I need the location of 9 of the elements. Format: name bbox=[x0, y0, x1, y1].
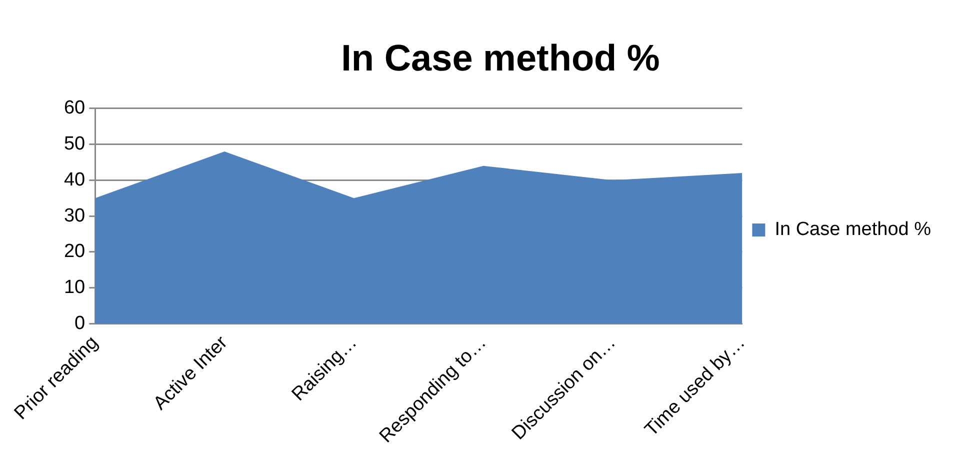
y-tick-label: 50 bbox=[64, 134, 86, 155]
y-tick-label: 60 bbox=[64, 98, 86, 119]
y-tick-label: 0 bbox=[74, 313, 86, 334]
y-tick-label: 30 bbox=[64, 205, 86, 226]
y-tick-label: 10 bbox=[64, 277, 86, 298]
legend-label: In Case method % bbox=[774, 219, 932, 240]
chart-title: In Case method % bbox=[341, 37, 660, 78]
y-tick-label: 20 bbox=[64, 241, 86, 262]
y-tick-label: 40 bbox=[64, 169, 86, 190]
